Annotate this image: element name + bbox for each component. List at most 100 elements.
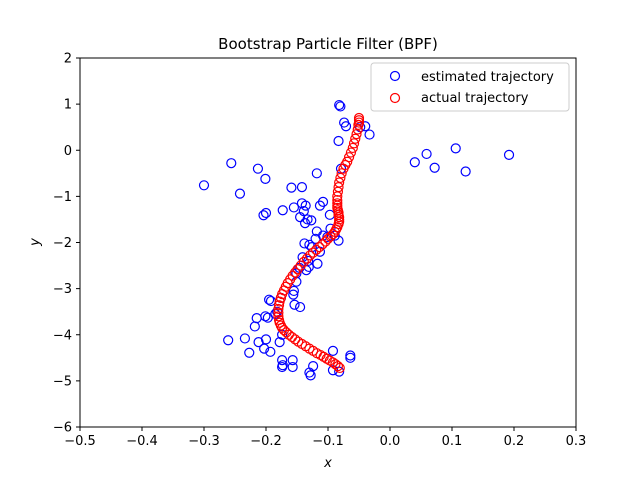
legend-box xyxy=(370,62,570,112)
series-actual xyxy=(273,112,365,374)
estimated-trajectory-point xyxy=(312,258,323,269)
actual-trajectory-point xyxy=(322,233,334,244)
estimated-trajectory-point xyxy=(249,321,260,332)
y-tick-label: −3 xyxy=(53,282,72,297)
estimated-trajectory-point xyxy=(286,182,297,193)
actual-trajectory-point xyxy=(351,129,362,140)
legend: estimated trajectory actual trajectory xyxy=(370,62,570,112)
chart-title: Bootstrap Particle Filter (BPF) xyxy=(218,35,438,53)
actual-trajectory-point xyxy=(274,296,285,307)
estimated-trajectory-point xyxy=(277,355,288,366)
actual-trajectory-point xyxy=(273,303,284,315)
actual-trajectory-point xyxy=(298,256,309,267)
estimated-trajectory-point xyxy=(287,355,298,366)
estimated-trajectory-point xyxy=(295,301,306,313)
actual-trajectory-point xyxy=(317,239,328,250)
estimated-trajectory-point xyxy=(310,233,321,244)
actual-trajectory-point xyxy=(350,133,361,144)
y-tick-label: 2 xyxy=(64,52,72,67)
x-tick-label: 0.3 xyxy=(566,434,587,449)
estimated-trajectory-point xyxy=(295,212,306,223)
y-tick-label: −4 xyxy=(53,328,72,343)
estimated-trajectory-point xyxy=(503,149,515,160)
x-axis-ticks: −0.5 −0.4 −0.3 −0.2 −0.1 0.0 0.1 0.2 0.3 xyxy=(64,427,586,449)
series-estimated xyxy=(198,99,515,381)
actual-trajectory-point xyxy=(320,236,331,247)
estimated-trajectory-point xyxy=(252,163,264,174)
estimated-trajectory-point xyxy=(234,188,246,199)
x-tick-label: −0.5 xyxy=(64,434,96,449)
estimated-trajectory-point xyxy=(409,157,420,168)
plot-area xyxy=(198,99,515,381)
legend-label-actual: actual trajectory xyxy=(421,91,529,106)
x-tick-label: −0.1 xyxy=(312,434,344,449)
estimated-trajectory-point xyxy=(198,180,210,191)
actual-trajectory-point xyxy=(292,264,303,275)
y-tick-label: −1 xyxy=(53,190,72,205)
estimated-trajectory-point xyxy=(253,337,264,348)
actual-trajectory-point xyxy=(332,186,344,197)
actual-trajectory-point xyxy=(273,300,285,311)
x-tick-label: 0.1 xyxy=(442,434,463,449)
legend-marker-actual xyxy=(389,92,401,104)
estimated-trajectory-point xyxy=(287,361,298,373)
estimated-trajectory-point xyxy=(258,210,269,221)
x-axis-label: x xyxy=(323,456,332,471)
y-tick-label: 0 xyxy=(64,144,72,159)
estimated-trajectory-point xyxy=(264,294,275,305)
estimated-trajectory-point xyxy=(421,148,432,160)
estimated-trajectory-point xyxy=(299,218,311,229)
estimated-trajectory-point xyxy=(429,162,440,173)
estimated-trajectory-point xyxy=(274,337,285,348)
actual-trajectory-point xyxy=(273,311,284,322)
estimated-trajectory-point xyxy=(334,99,345,111)
estimated-trajectory-point xyxy=(260,207,272,219)
estimated-trajectory-point xyxy=(265,346,276,357)
actual-trajectory-point xyxy=(304,250,316,261)
estimated-trajectory-point xyxy=(317,196,329,208)
estimated-trajectory-point xyxy=(259,343,270,354)
estimated-trajectory-point xyxy=(289,299,300,310)
actual-trajectory-point xyxy=(345,147,357,158)
y-tick-label: 1 xyxy=(64,98,72,113)
actual-trajectory-point xyxy=(290,334,301,345)
y-tick-label: −6 xyxy=(53,421,72,436)
x-tick-label: 0.0 xyxy=(380,434,401,449)
estimated-trajectory-point xyxy=(333,235,344,246)
estimated-trajectory-point xyxy=(314,200,326,211)
x-tick-label: 0.2 xyxy=(504,434,525,449)
actual-trajectory-point xyxy=(273,307,284,318)
actual-trajectory-point xyxy=(348,138,360,149)
y-tick-label: −5 xyxy=(53,374,72,389)
actual-trajectory-point xyxy=(336,168,347,179)
estimated-trajectory-point xyxy=(288,202,299,213)
actual-trajectory-point xyxy=(334,362,345,374)
estimated-trajectory-point xyxy=(450,143,461,154)
estimated-trajectory-point xyxy=(364,129,375,140)
estimated-trajectory-point xyxy=(296,182,308,193)
estimated-trajectory-point xyxy=(277,361,288,373)
actual-trajectory-point xyxy=(332,194,343,206)
legend-label-estimated: estimated trajectory xyxy=(421,70,554,85)
x-tick-label: −0.4 xyxy=(126,434,158,449)
estimated-trajectory-point xyxy=(288,285,299,297)
estimated-trajectory-point xyxy=(262,312,273,323)
estimated-trajectory-point xyxy=(277,205,288,216)
estimated-trajectory-point xyxy=(460,166,471,177)
estimated-trajectory-point xyxy=(345,350,356,361)
estimated-trajectory-point xyxy=(226,158,237,169)
y-axis-ticks: −6 −5 −4 −3 −2 −1 0 1 2 xyxy=(53,52,80,436)
estimated-trajectory-point xyxy=(300,200,311,211)
estimated-trajectory-point xyxy=(305,370,316,381)
actual-trajectory-point xyxy=(311,244,322,255)
estimated-trajectory-point xyxy=(223,335,234,346)
actual-trajectory-point xyxy=(295,260,306,271)
actual-trajectory-point xyxy=(347,142,358,154)
x-tick-label: −0.2 xyxy=(250,434,282,449)
estimated-trajectory-point xyxy=(335,101,346,112)
actual-trajectory-point xyxy=(324,355,335,366)
estimated-trajectory-point xyxy=(311,168,322,179)
estimated-trajectory-point xyxy=(306,215,317,226)
estimated-trajectory-point xyxy=(288,289,299,300)
